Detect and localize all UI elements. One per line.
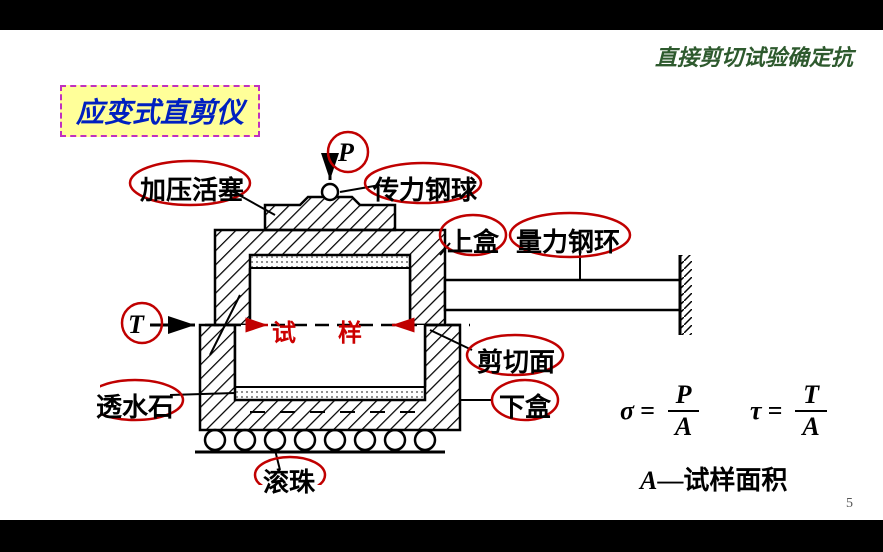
label-ball: 传力钢球 — [373, 170, 477, 207]
header-text: 直接剪切试验确定抗 — [655, 40, 853, 72]
area-var: A — [640, 466, 657, 495]
tau-den: A — [794, 412, 827, 442]
sigma-den: A — [667, 412, 700, 442]
label-piston: 加压活塞 — [140, 170, 244, 207]
label-p: P — [338, 138, 354, 168]
label-stone: 透水石 — [96, 387, 174, 424]
formula-tau: τ = T A — [750, 380, 828, 442]
sigma-symbol: σ — [620, 396, 634, 426]
label-t: T — [128, 310, 144, 340]
formula-sigma: σ = P A — [620, 380, 700, 442]
area-text: —试样面积 — [657, 466, 787, 495]
label-ring: 量力钢环 — [516, 222, 620, 259]
label-lower: 下盒 — [499, 387, 551, 424]
tau-num: T — [795, 380, 827, 412]
sigma-num: P — [668, 380, 700, 412]
tau-symbol: τ — [750, 396, 762, 426]
label-sample: 试 样 — [272, 313, 380, 348]
label-rollers: 滚珠 — [263, 462, 315, 499]
label-upper: 上盒 — [447, 222, 499, 259]
label-shear: 剪切面 — [477, 342, 555, 379]
area-label: A—试样面积 — [640, 460, 787, 497]
page-number: 5 — [846, 496, 853, 512]
